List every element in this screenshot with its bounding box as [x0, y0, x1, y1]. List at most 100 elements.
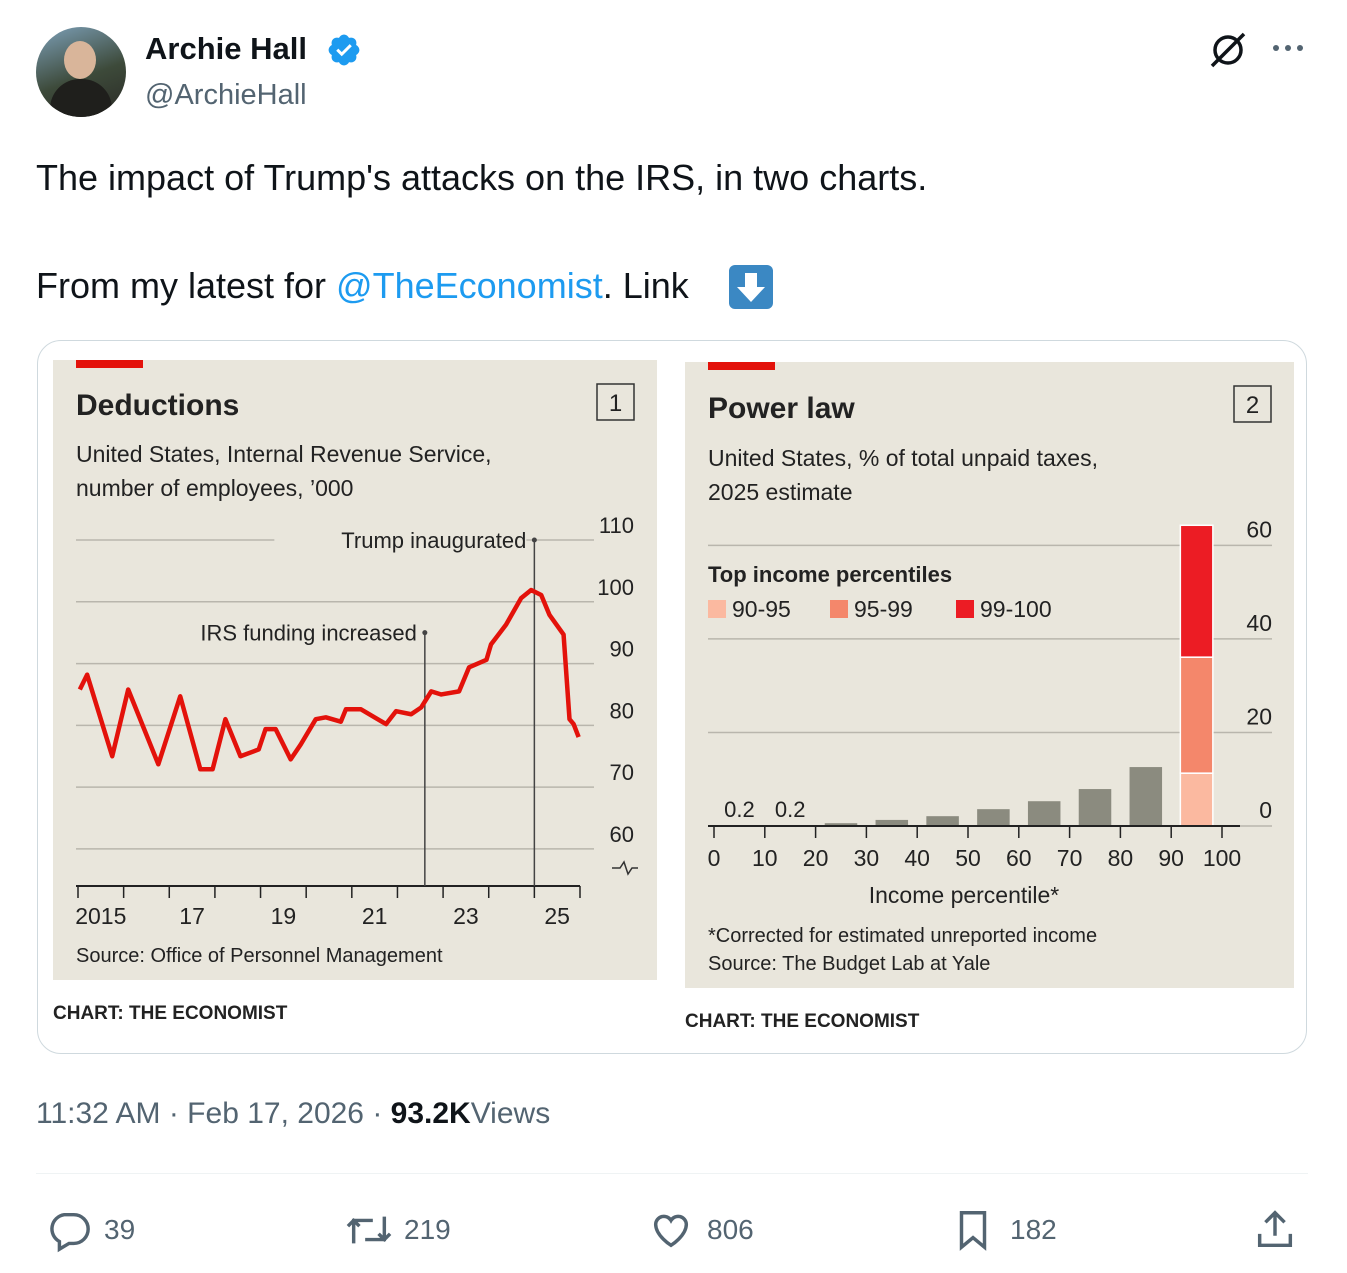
footnote: *Corrected for estimated unreported inco… — [708, 925, 1097, 947]
chart-subtitle: 2025 estimate — [708, 479, 852, 505]
grok-icon[interactable] — [1206, 28, 1250, 72]
x-tick-label: 17 — [179, 903, 205, 929]
verified-badge — [328, 34, 360, 66]
bar — [875, 819, 909, 826]
reply-icon[interactable] — [46, 1207, 92, 1253]
x-tick-label: 21 — [362, 903, 388, 929]
chart-subtitle: number of employees, ’000 — [76, 475, 353, 501]
chart-background — [53, 360, 657, 980]
chart-subtitle: United States, Internal Revenue Service, — [76, 441, 492, 467]
annotation-dot — [531, 537, 537, 543]
x-tick-label: 40 — [904, 845, 930, 871]
avatar[interactable] — [36, 27, 126, 117]
legend-label: 99-100 — [980, 596, 1052, 622]
x-tick-label: 19 — [271, 903, 297, 929]
divider — [36, 1173, 1308, 1174]
repost-count[interactable]: 219 — [404, 1214, 451, 1245]
bar — [1078, 789, 1112, 826]
annotation-bg — [274, 526, 527, 554]
chart-number-box — [1233, 385, 1272, 423]
y-tick-label: 40 — [1246, 610, 1272, 636]
more-icon[interactable] — [1268, 38, 1308, 58]
x-tick-label: 30 — [854, 845, 880, 871]
media-card[interactable] — [37, 340, 1307, 1054]
y-tick-label: 80 — [610, 698, 634, 723]
bar — [926, 816, 959, 826]
x-tick-label: 90 — [1158, 845, 1184, 871]
x-tick-label: 25 — [544, 903, 570, 929]
bookmark-icon[interactable] — [950, 1207, 996, 1253]
share-icon[interactable] — [1252, 1207, 1298, 1253]
chart-number: 1 — [609, 390, 622, 417]
view-count: 93.2K — [390, 1097, 471, 1130]
red-tab — [76, 360, 143, 368]
x-tick-label: 20 — [803, 845, 829, 871]
chart-number-box — [596, 383, 635, 421]
annotation: IRS funding increased — [200, 621, 416, 646]
x-tick-label: 10 — [752, 845, 778, 871]
legend-swatch — [708, 600, 726, 618]
value-label: 0.2 — [775, 797, 806, 822]
source: Source: The Budget Lab at Yale — [708, 953, 990, 975]
stacked-bar — [1179, 772, 1214, 827]
x-tick-label: 2015 — [75, 903, 126, 929]
author-name[interactable]: Archie Hall — [145, 31, 307, 66]
x-tick-label: 100 — [1203, 845, 1241, 871]
bar — [824, 823, 858, 826]
x-tick-label: 70 — [1057, 845, 1083, 871]
annotation-dot — [422, 630, 428, 636]
tweet-text: The impact of Trump's attacks on the IRS… — [36, 157, 928, 198]
data-line — [77, 587, 581, 772]
chart-title: Power law — [708, 392, 855, 425]
legend-label: 95-99 — [854, 596, 913, 622]
legend-swatch — [956, 600, 974, 618]
time[interactable]: 11:32 AM · Feb 17, 2026 · — [36, 1097, 391, 1130]
y-tick-label: 110 — [599, 513, 634, 538]
x-tick-label: 50 — [955, 845, 981, 871]
author-handle[interactable]: @ArchieHall — [145, 79, 307, 111]
y-tick-label: 60 — [1246, 516, 1272, 542]
x-axis-label: Income percentile* — [869, 882, 1060, 908]
x-tick-label: 60 — [1006, 845, 1032, 871]
y-tick-label: 70 — [610, 760, 634, 785]
tweet-text: From my latest for @TheEconomist. Link — [36, 265, 689, 307]
annotation-bg — [164, 618, 417, 647]
chart-credit: CHART: THE ECONOMIST — [53, 1003, 288, 1024]
reply-count[interactable]: 39 — [104, 1214, 136, 1245]
annotation: Trump inaugurated — [341, 528, 526, 553]
chart-subtitle: United States, % of total unpaid taxes, — [708, 445, 1098, 471]
bookmark-count[interactable]: 182 — [1010, 1214, 1057, 1245]
y-tick-label: 90 — [610, 637, 634, 662]
legend-swatch — [830, 600, 848, 618]
chart-number: 2 — [1246, 392, 1259, 419]
x-tick-label: 0 — [708, 845, 721, 871]
stacked-bar — [1179, 656, 1214, 774]
chart-credit: CHART: THE ECONOMIST — [685, 1011, 920, 1032]
bar — [1129, 767, 1163, 826]
views-label: Views — [470, 1097, 551, 1130]
x-tick-label: 80 — [1108, 845, 1134, 871]
repost-icon[interactable] — [344, 1207, 394, 1253]
legend-label: 90-95 — [732, 596, 791, 622]
y-tick-label: 60 — [610, 822, 634, 847]
axis-break — [612, 860, 638, 876]
y-tick-label: 20 — [1246, 703, 1272, 729]
legend-title: Top income percentiles — [708, 562, 952, 587]
chart-title: Deductions — [76, 389, 239, 422]
timestamp[interactable]: 11:32 AM · Feb 17, 2026 · 93.2KViews — [36, 1097, 550, 1131]
tweet-text: . Link — [602, 265, 689, 306]
x-tick-label: 23 — [453, 903, 479, 929]
bar — [1027, 801, 1061, 826]
value-label: 0.2 — [724, 797, 755, 822]
like-count[interactable]: 806 — [707, 1214, 754, 1245]
mention-link[interactable]: @TheEconomist — [336, 265, 603, 306]
stacked-bar — [1179, 524, 1214, 658]
like-icon[interactable] — [648, 1207, 694, 1253]
bar — [977, 809, 1010, 826]
red-tab — [708, 362, 775, 370]
tweet-text: From my latest for — [36, 265, 337, 306]
down-arrow-emoji — [729, 265, 773, 309]
y-tick-label: 100 — [597, 575, 634, 600]
